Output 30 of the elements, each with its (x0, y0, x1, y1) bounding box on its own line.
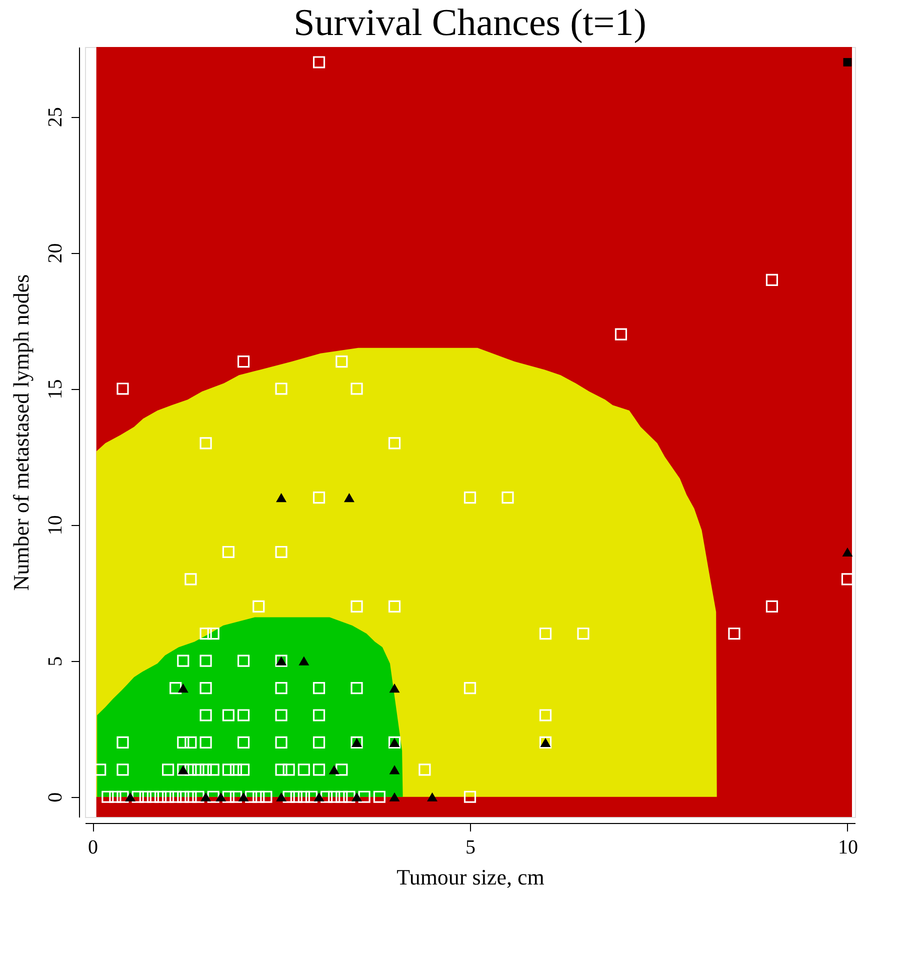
x-tick-label: 0 (88, 836, 98, 858)
point (276, 493, 287, 502)
point (328, 765, 340, 774)
point (125, 792, 136, 802)
point (216, 792, 226, 802)
point (389, 765, 400, 774)
point (314, 792, 324, 802)
y-tick-label: 5 (44, 656, 66, 666)
point (344, 493, 354, 502)
point (298, 656, 310, 666)
y-axis-title: Number of metastased lymph nodes (8, 274, 34, 591)
point (389, 683, 400, 693)
point (842, 547, 853, 557)
x-tick-label: 10 (838, 836, 858, 858)
chart-title: Survival Chances (t=1) (294, 2, 646, 44)
point (238, 792, 249, 802)
y-tick-label: 25 (44, 107, 66, 128)
x-tick-label: 5 (466, 836, 476, 858)
point (389, 792, 400, 802)
y-tick-label: 15 (44, 379, 66, 400)
y-tick-label: 0 (44, 792, 66, 802)
point (352, 792, 362, 802)
point (427, 792, 438, 802)
point (178, 683, 188, 693)
point (276, 792, 287, 802)
y-tick-label: 10 (44, 515, 66, 536)
point (200, 792, 212, 802)
point (843, 58, 852, 66)
x-axis-title: Tumour size, cm (396, 864, 544, 890)
y-tick-label: 20 (44, 243, 66, 264)
